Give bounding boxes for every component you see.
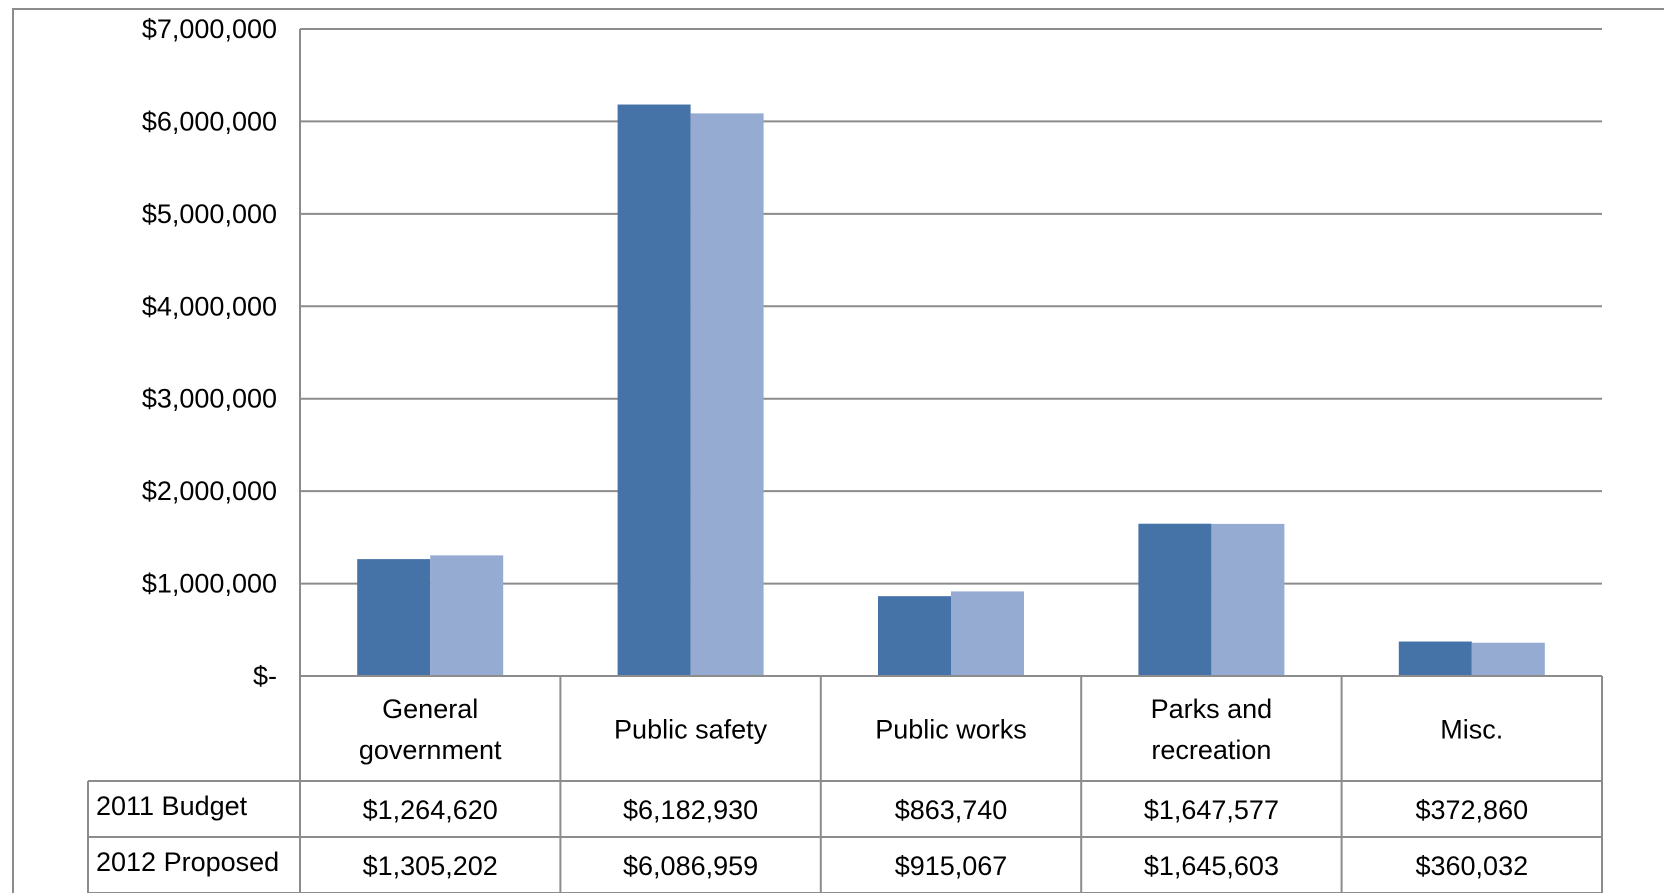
category-label: government <box>359 735 502 765</box>
data-label: $915,067 <box>895 851 1008 881</box>
bar <box>617 104 691 676</box>
category-label: Misc. <box>1440 715 1503 745</box>
chart-frame <box>12 8 1664 893</box>
data-label: $360,032 <box>1415 851 1528 881</box>
gridlines <box>299 28 1602 676</box>
bar <box>1398 641 1472 676</box>
data-label: $1,647,577 <box>1144 795 1279 825</box>
y-tick-label: $- <box>253 661 277 691</box>
bar <box>951 591 1024 676</box>
data-label: $1,305,202 <box>363 851 498 881</box>
data-label: $1,264,620 <box>363 795 498 825</box>
bar <box>878 596 951 676</box>
bar <box>1471 642 1545 676</box>
bar <box>1138 523 1212 676</box>
bar <box>357 559 431 676</box>
bars <box>357 104 1545 677</box>
series-name: 2011 Budget <box>96 791 248 821</box>
y-axis-ticks: $- $1,000,000 $2,000,000 $3,000,000 $4,000,0… <box>142 14 277 691</box>
bar <box>1211 523 1285 676</box>
category-label: recreation <box>1151 735 1271 765</box>
category-label: Public safety <box>614 715 768 745</box>
y-tick-label: $3,000,000 <box>142 384 277 414</box>
y-tick-label: $5,000,000 <box>142 199 277 229</box>
y-tick-label: $2,000,000 <box>142 476 277 506</box>
data-label: $6,086,959 <box>623 851 758 881</box>
category-label: General <box>382 694 478 724</box>
data-label: $1,645,603 <box>1144 851 1279 881</box>
category-label: Parks and <box>1151 694 1273 724</box>
data-label: $6,182,930 <box>623 795 758 825</box>
bar <box>690 113 764 677</box>
y-tick-label: $6,000,000 <box>142 106 277 136</box>
data-label: $372,860 <box>1415 795 1528 825</box>
series-name: 2012 Proposed <box>96 847 279 877</box>
y-tick-label: $1,000,000 <box>142 569 277 599</box>
bar <box>430 555 504 676</box>
data-label: $863,740 <box>895 795 1008 825</box>
category-label: Public works <box>875 715 1027 745</box>
y-tick-label: $4,000,000 <box>142 291 277 321</box>
y-tick-label: $7,000,000 <box>142 14 277 44</box>
data-table: General government Public safety Public wor… <box>87 675 1603 893</box>
